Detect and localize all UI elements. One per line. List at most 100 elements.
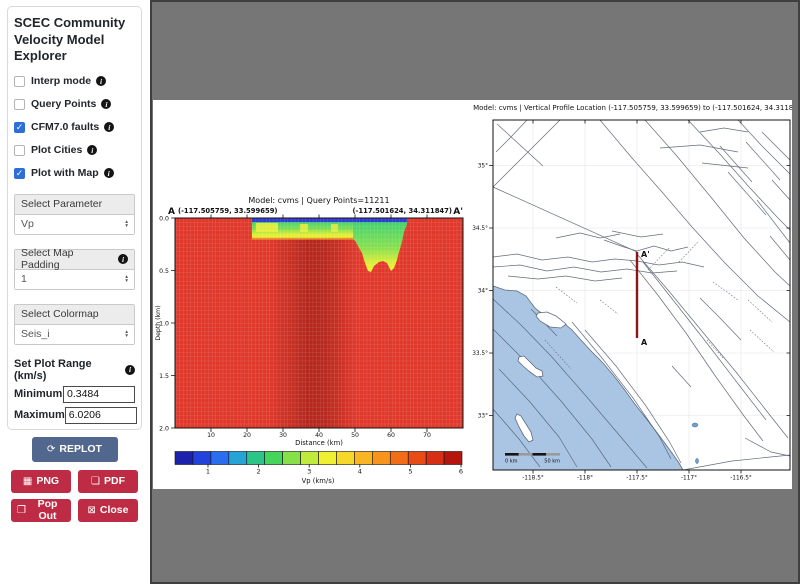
select-map-padding-label: Select Map Padding <box>21 247 74 272</box>
main-area: Model: cvms | Query Points=11211 A (-117… <box>150 0 800 584</box>
x-axis-ticks <box>210 428 428 432</box>
info-icon[interactable]: i <box>104 122 115 133</box>
select-colormap-group: Select Colormap Seis_i ▴ ▾ <box>14 303 135 345</box>
maximum-row: Maximum <box>14 406 137 424</box>
select-parameter-header: Select Parameter <box>15 194 134 215</box>
minimum-row: Minimum <box>14 385 135 403</box>
image-icon: ▦ <box>22 475 33 487</box>
control-panel: SCEC Community Velocity Model Explorer I… <box>7 6 142 522</box>
map-padding-select[interactable]: 1 ▴ ▾ <box>15 269 134 289</box>
lat-tick-label: 33° <box>478 414 488 420</box>
y-axis-ticks <box>171 217 175 429</box>
x-axis-label: Distance (km) <box>295 439 343 447</box>
x-tick-label: 10 <box>207 432 215 439</box>
checkbox-row-plot-with-map[interactable]: ✓ Plot with Map i <box>14 167 135 180</box>
profile-a-endpoint-label: A <box>168 207 175 217</box>
checkbox-row-plot-cities[interactable]: Plot Cities i <box>14 144 135 157</box>
colorbar-tick-label: 3 <box>307 468 311 476</box>
checkbox-row-cfm-faults[interactable]: ✓ CFM7.0 faults i <box>14 121 135 134</box>
cfm-faults-label: CFM7.0 faults <box>31 121 100 134</box>
x-tick-label: 50 <box>351 432 359 439</box>
colorbar-label: Vp (km/s) <box>302 477 335 485</box>
query-points-label: Query Points <box>31 98 97 111</box>
lat-tick-label: 34° <box>478 289 488 295</box>
info-icon[interactable]: i <box>118 254 128 265</box>
colorbar-tick-label: 2 <box>257 468 261 476</box>
heatmap-image <box>174 217 464 429</box>
x-tick-label: 40 <box>315 432 323 439</box>
plot-panel: Model: cvms | Query Points=11211 A (-117… <box>153 100 792 489</box>
x-axis-top-ticks <box>210 214 428 218</box>
y-tick-label: 1.5 <box>159 373 169 380</box>
info-icon[interactable]: i <box>125 364 135 375</box>
profile-start-coord: (-117.505759, 33.599659) <box>178 207 278 215</box>
cfm-faults-checkbox[interactable]: ✓ <box>14 121 25 133</box>
select-parameter-label: Select Parameter <box>21 198 103 211</box>
map-a-label: A <box>641 338 648 347</box>
checkbox-row-interp-mode[interactable]: Interp mode i <box>14 75 135 88</box>
x-tick-label: 30 <box>279 432 287 439</box>
pdf-button[interactable]: ❏ PDF <box>78 469 138 493</box>
check-icon: ✓ <box>15 121 24 132</box>
checkbox-row-query-points[interactable]: Query Points i <box>14 98 135 111</box>
map-a-prime-label: A' <box>641 250 650 259</box>
sidebar: SCEC Community Velocity Model Explorer I… <box>0 0 150 584</box>
replot-button[interactable]: ⟳ REPLOT <box>31 436 118 462</box>
export-buttons: ▦ PNG ❏ PDF ❐ Pop Out ⊠ Close <box>11 469 138 522</box>
colorbar-tick-label: 6 <box>459 468 463 476</box>
maximum-input[interactable] <box>64 406 137 424</box>
plot-with-map-label: Plot with Map <box>31 167 99 180</box>
colorbar-tick-label: 1 <box>206 468 210 476</box>
interp-mode-checkbox[interactable] <box>14 75 25 87</box>
minimum-label: Minimum <box>14 388 63 401</box>
lakes <box>691 422 699 464</box>
minimum-input[interactable] <box>63 385 135 403</box>
popout-icon: ❐ <box>17 504 26 516</box>
maximum-label: Maximum <box>14 409 65 422</box>
plot-with-map-checkbox[interactable]: ✓ <box>14 167 25 179</box>
select-arrows-icon: ▴ ▾ <box>125 274 128 285</box>
pdf-file-icon: ❏ <box>91 475 100 487</box>
profile-plot-title: Model: cvms | Query Points=11211 <box>248 196 389 205</box>
close-icon: ⊠ <box>87 504 96 516</box>
select-arrows-icon: ▴ ▾ <box>125 219 128 230</box>
map-padding-select-value: 1 <box>21 273 27 286</box>
info-icon[interactable]: i <box>103 168 114 179</box>
profile-plot: Model: cvms | Query Points=11211 A (-117… <box>155 196 464 485</box>
lat-tick-label: 33.5° <box>472 351 488 357</box>
plot-range-heading: Set Plot Range (km/s) i <box>14 358 135 382</box>
lon-tick-label: -116.5° <box>730 476 752 482</box>
y-axis-label: Depth (km) <box>155 305 162 340</box>
popout-button[interactable]: ❐ Pop Out <box>11 498 71 522</box>
scale-start-label: 0 km <box>505 459 518 465</box>
colormap-select[interactable]: Seis_i ▴ ▾ <box>15 324 134 344</box>
parameter-select[interactable]: Vp ▴ ▾ <box>15 214 134 234</box>
lat-tick-label: 34.5° <box>472 226 488 232</box>
png-button[interactable]: ▦ PNG <box>11 469 71 493</box>
button-block: ⟳ REPLOT ▦ PNG ❏ PDF ❐ Pop Out ⊠ Cl <box>11 436 138 522</box>
ocean <box>492 285 684 471</box>
query-points-checkbox[interactable] <box>14 98 25 110</box>
select-arrows-icon: ▴ ▾ <box>125 329 128 340</box>
plot-cities-label: Plot Cities <box>31 144 83 157</box>
close-button[interactable]: ⊠ Close <box>78 498 138 522</box>
colormap-select-value: Seis_i <box>21 328 50 341</box>
map-scale-bar: 0 km 50 km <box>505 453 560 465</box>
parameter-select-value: Vp <box>21 218 34 231</box>
x-tick-label: 60 <box>387 432 395 439</box>
colorbar: 1 2 3 4 5 6 Vp (km/s) <box>174 451 463 485</box>
colorbar-ticks <box>207 464 462 468</box>
select-colormap-header: Select Colormap <box>15 304 134 325</box>
select-map-padding-group: Select Map Padding i 1 ▴ ▾ <box>14 247 135 290</box>
info-icon[interactable]: i <box>87 145 98 156</box>
interp-mode-label: Interp mode <box>31 75 92 88</box>
info-icon[interactable]: i <box>101 99 112 110</box>
plot-cities-checkbox[interactable] <box>14 144 25 156</box>
colorbar-tick-label: 4 <box>358 468 362 476</box>
y-tick-label: 0.0 <box>159 215 169 222</box>
info-icon[interactable]: i <box>96 76 107 87</box>
lat-tick-label: 35° <box>478 164 488 170</box>
plots-svg: Model: cvms | Query Points=11211 A (-117… <box>155 104 792 485</box>
lon-tick-label: -117° <box>681 476 697 482</box>
y-tick-label: 1.0 <box>159 320 169 327</box>
